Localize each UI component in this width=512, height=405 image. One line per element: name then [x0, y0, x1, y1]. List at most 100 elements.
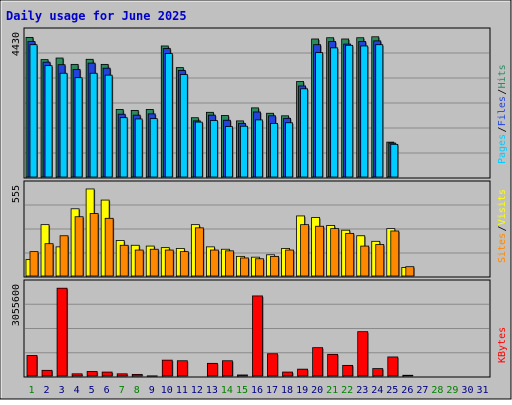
- x-tick-label-day-26: 26: [401, 385, 413, 396]
- chart-panels: 4430 555 3055600: [11, 28, 490, 377]
- x-tick-label-day-2: 2: [44, 385, 50, 396]
- bar-kbytes-day-18: [283, 372, 293, 376]
- bar-pages-day-2: [45, 66, 52, 177]
- bar-sites-day-3: [60, 236, 68, 276]
- bar-pages-day-23: [361, 46, 368, 177]
- x-tick-label-day-12: 12: [191, 385, 203, 396]
- panel-visits-sites: 555: [11, 181, 490, 277]
- bar-pages-day-16: [255, 120, 262, 177]
- bar-sites-day-21: [331, 229, 339, 276]
- bar-pages-day-25: [391, 144, 398, 177]
- bar-kbytes-day-13: [207, 363, 217, 376]
- x-tick-label-day-22: 22: [341, 385, 353, 396]
- x-tick-label-day-15: 15: [236, 385, 248, 396]
- bar-kbytes-day-7: [117, 374, 127, 376]
- x-tick-label-day-27: 27: [416, 385, 428, 396]
- legend-top-item-3: /: [497, 89, 508, 95]
- bar-sites-day-23: [361, 246, 369, 276]
- x-tick-label-day-28: 28: [431, 385, 443, 396]
- x-tick-label-day-17: 17: [266, 385, 278, 396]
- bar-kbytes-day-16: [252, 296, 262, 376]
- bar-pages-day-1: [30, 45, 37, 177]
- bar-kbytes-day-23: [358, 332, 368, 376]
- bar-kbytes-day-19: [298, 369, 308, 376]
- bar-pages-day-21: [331, 48, 338, 177]
- bar-kbytes-day-26: [403, 375, 413, 376]
- bar-kbytes-day-15: [237, 375, 247, 376]
- bar-sites-day-6: [105, 218, 113, 276]
- bar-sites-day-10: [165, 250, 173, 276]
- bar-pages-day-4: [75, 78, 82, 177]
- x-tick-label-day-5: 5: [89, 385, 95, 396]
- bar-kbytes-day-4: [72, 374, 82, 376]
- bar-pages-day-11: [180, 75, 187, 177]
- bar-sites-day-4: [75, 217, 83, 276]
- legend-top-item-0: Pages: [497, 134, 508, 164]
- y-tick-label-visits-sites: 555: [11, 185, 22, 203]
- bar-sites-day-9: [150, 249, 158, 276]
- x-tick-label-day-18: 18: [281, 385, 293, 396]
- bar-sites-day-20: [316, 226, 324, 276]
- bar-sites-day-19: [301, 225, 309, 276]
- bar-pages-day-8: [135, 119, 142, 177]
- bar-sites-day-15: [240, 258, 248, 276]
- bar-sites-day-7: [120, 245, 128, 276]
- bar-sites-day-14: [225, 251, 233, 276]
- bar-sites-day-2: [45, 244, 53, 276]
- bar-pages-day-22: [346, 45, 353, 177]
- bar-kbytes-day-6: [102, 372, 112, 376]
- legend-middle-item-0: Sites: [497, 233, 508, 263]
- x-tick-label-day-11: 11: [176, 385, 188, 396]
- x-tick-label-day-21: 21: [326, 385, 338, 396]
- y-tick-label-hits-files-pages: 4430: [11, 32, 22, 56]
- bar-kbytes-day-24: [373, 369, 383, 376]
- x-tick-label-day-19: 19: [296, 385, 308, 396]
- bar-kbytes-day-8: [132, 374, 142, 376]
- panel-hits-files-pages: 4430: [11, 28, 490, 178]
- legend-middle-item-1: /: [497, 225, 508, 231]
- x-tick-label-day-20: 20: [311, 385, 323, 396]
- bar-pages-day-17: [271, 123, 278, 177]
- bar-sites-day-17: [271, 256, 279, 276]
- bar-kbytes-day-14: [222, 361, 232, 376]
- bar-kbytes-day-10: [162, 360, 172, 376]
- x-tick-label-day-30: 30: [461, 385, 473, 396]
- bar-sites-day-16: [255, 259, 263, 276]
- x-tick-label-day-29: 29: [446, 385, 458, 396]
- x-tick-label-day-14: 14: [221, 385, 233, 396]
- x-tick-label-day-13: 13: [206, 385, 218, 396]
- bar-sites-day-26: [406, 267, 414, 276]
- bar-pages-day-19: [301, 89, 308, 177]
- x-tick-label-day-9: 9: [149, 385, 155, 396]
- bar-kbytes-day-17: [268, 354, 278, 376]
- x-tick-label-day-7: 7: [119, 385, 125, 396]
- bar-kbytes-day-2: [42, 370, 52, 376]
- y-tick-label-kbytes: 3055600: [11, 284, 22, 326]
- bar-pages-day-10: [165, 54, 172, 177]
- bar-sites-day-22: [346, 233, 354, 276]
- x-tick-label-day-3: 3: [59, 385, 65, 396]
- bar-pages-day-15: [240, 126, 247, 177]
- bar-pages-day-18: [286, 123, 293, 177]
- x-tick-label-day-31: 31: [476, 385, 488, 396]
- x-tick-label-day-25: 25: [386, 385, 398, 396]
- bar-pages-day-13: [210, 121, 217, 177]
- bar-pages-day-20: [316, 53, 323, 177]
- bar-kbytes-day-5: [87, 371, 97, 376]
- bar-pages-day-12: [195, 122, 202, 177]
- bar-kbytes-day-3: [57, 288, 67, 376]
- bar-sites-day-25: [391, 231, 399, 276]
- x-tick-label-day-8: 8: [134, 385, 140, 396]
- bar-sites-day-11: [180, 252, 188, 276]
- legend-bottom-item-0: KBytes: [497, 327, 508, 363]
- bar-sites-day-12: [195, 228, 203, 276]
- x-tick-label-day-24: 24: [371, 385, 383, 396]
- bar-sites-day-5: [90, 214, 98, 276]
- bar-kbytes-day-22: [343, 365, 353, 376]
- bar-sites-day-1: [30, 252, 38, 276]
- x-tick-label-day-16: 16: [251, 385, 263, 396]
- bar-sites-day-24: [376, 244, 384, 276]
- bar-kbytes-day-20: [313, 348, 323, 376]
